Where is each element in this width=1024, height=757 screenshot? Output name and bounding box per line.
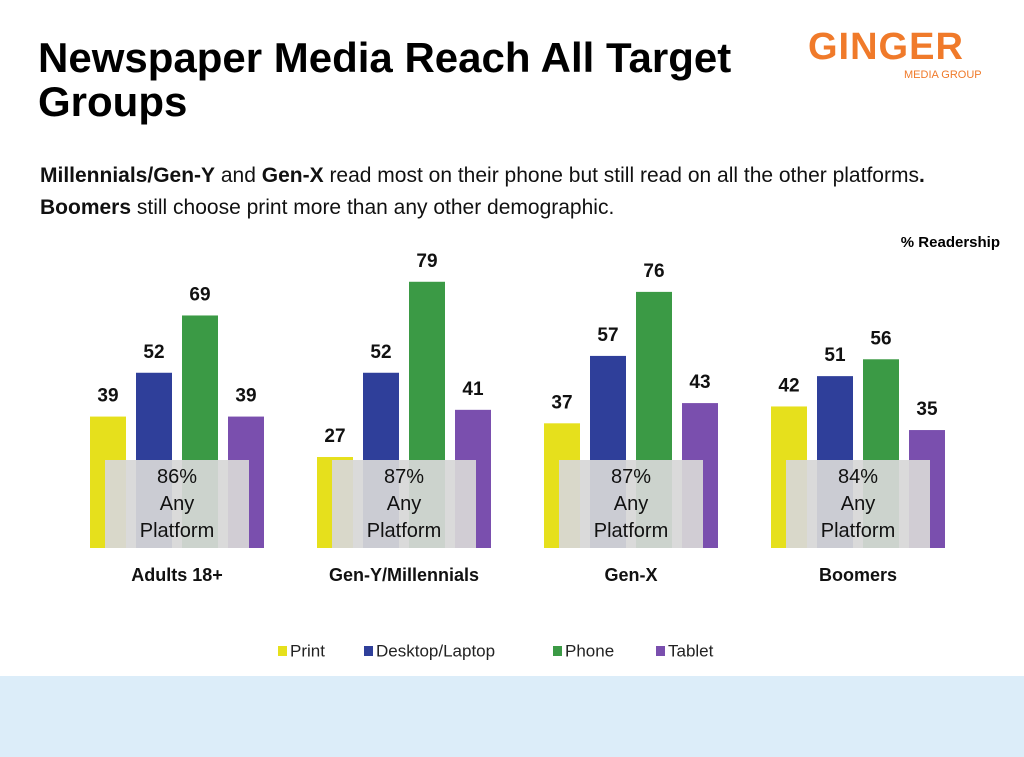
- legend-label: Print: [290, 641, 325, 660]
- logo: GINGER MEDIA GROUP: [808, 26, 988, 81]
- legend-label: Tablet: [668, 641, 714, 660]
- any-platform-value: 87%: [610, 466, 652, 488]
- value-label: 43: [689, 372, 710, 393]
- any-platform-label: Any Platform: [820, 493, 896, 542]
- value-label: 79: [416, 251, 437, 272]
- any-platform-label: Any Platform: [366, 493, 442, 542]
- value-label: 27: [324, 426, 345, 447]
- any-platform-value: 84%: [837, 466, 879, 488]
- legend-label: Phone: [565, 641, 614, 660]
- value-label: 41: [462, 379, 484, 400]
- subtitle: Millennials/Gen-Y and Gen-X read most on…: [40, 160, 950, 224]
- x-tick-label: Boomers: [819, 565, 897, 585]
- any-platform-box: 86% Any Platform: [105, 460, 249, 548]
- legend-swatch: [278, 646, 287, 656]
- logo-name: GINGER: [808, 26, 964, 68]
- any-platform-value: 86%: [156, 466, 198, 488]
- value-label: 52: [143, 342, 164, 363]
- value-label: 52: [370, 342, 391, 363]
- title: Newspaper Media Reach All Target Groups: [38, 34, 732, 125]
- value-label: 42: [778, 375, 799, 396]
- value-label: 69: [189, 284, 210, 305]
- value-label: 56: [870, 328, 891, 349]
- any-platform-box: 84% Any Platform: [786, 460, 930, 548]
- legend-swatch: [656, 646, 665, 656]
- value-label: 37: [551, 392, 572, 413]
- subtitle-part: Gen-X: [261, 164, 324, 187]
- logo-tagline: MEDIA GROUP: [904, 69, 982, 81]
- legend-swatch: [364, 646, 373, 656]
- any-platform-label: Any Platform: [593, 493, 669, 542]
- subtitle-part: still choose print more than any other d…: [131, 196, 615, 219]
- legend-swatch: [553, 646, 562, 656]
- legend-label: Desktop/Laptop: [376, 641, 495, 660]
- unit-label: % Readership: [901, 234, 1000, 251]
- subtitle-part: . Boomers: [40, 164, 925, 219]
- value-label: 39: [235, 386, 256, 407]
- value-label: 57: [597, 325, 618, 346]
- any-platform-value: 87%: [383, 466, 425, 488]
- x-tick-label: Gen-X: [604, 565, 657, 585]
- x-tick-label: Adults 18+: [131, 565, 223, 585]
- subtitle-part: and: [215, 164, 262, 187]
- value-label: 39: [97, 386, 118, 407]
- value-label: 51: [824, 345, 846, 366]
- footer-band: [0, 676, 1024, 757]
- any-platform-box: 87% Any Platform: [559, 460, 703, 548]
- any-platform-box: 87% Any Platform: [332, 460, 476, 548]
- subtitle-part: Millennials/Gen-Y: [40, 164, 216, 187]
- subtitle-part: read most on their phone but still read …: [323, 164, 919, 187]
- any-platform-label: Any Platform: [139, 493, 215, 542]
- value-label: 76: [643, 261, 664, 282]
- value-label: 35: [916, 399, 938, 420]
- x-tick-label: Gen-Y/Millennials: [329, 565, 479, 585]
